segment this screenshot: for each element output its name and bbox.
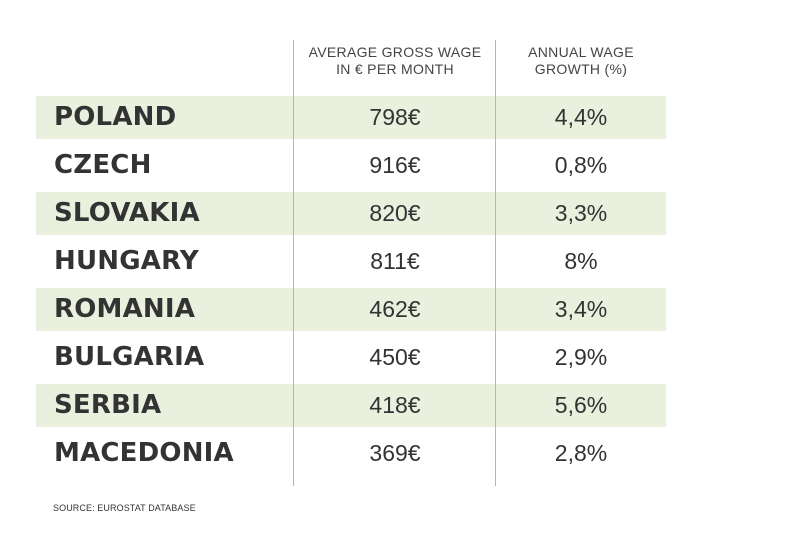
growth-value: 5,6%: [554, 392, 608, 418]
growth-value: 8%: [564, 248, 598, 274]
table-row: CZECH 916€ 0,8%: [36, 144, 666, 187]
table-row: ROMANIA 462€ 3,4%: [36, 288, 666, 331]
wage-value: 811€: [370, 248, 420, 274]
wage-value: 916€: [369, 152, 421, 178]
wage-value: 450€: [369, 344, 421, 370]
column-divider-1: [293, 40, 294, 486]
growth-value: 0,8%: [554, 152, 608, 178]
growth-value: 3,4%: [554, 296, 608, 322]
table-row: SERBIA 418€ 5,6%: [36, 384, 666, 427]
source-note: SOURCE: EUROSTAT DATABASE: [53, 503, 196, 513]
country-label: SERBIA: [54, 390, 162, 420]
wage-value: 462€: [369, 296, 421, 322]
wage-value: 820€: [369, 200, 421, 226]
header-annual-wage-growth: ANNUAL WAGE GROWTH (%): [496, 44, 666, 78]
growth-value: 2,9%: [554, 344, 608, 370]
header-average-gross-wage: AVERAGE GROSS WAGE IN € PER MONTH: [294, 44, 496, 78]
table-row: POLAND 798€ 4,4%: [36, 96, 666, 139]
table-row: BULGARIA 450€ 2,9%: [36, 336, 666, 379]
wage-value: 418€: [369, 392, 421, 418]
country-label: BULGARIA: [54, 342, 205, 372]
table-row: SLOVAKIA 820€ 3,3%: [36, 192, 666, 235]
country-label: CZECH: [54, 150, 152, 180]
column-divider-2: [495, 40, 496, 486]
header-growth-line-2: GROWTH (%): [534, 61, 628, 77]
wage-value: 369€: [369, 440, 421, 466]
growth-value: 4,4%: [554, 104, 608, 130]
table-body: POLAND 798€ 4,4% CZECH 916€ 0,8% SLOVAKIA 820€ 3…: [36, 96, 666, 480]
wage-value: 798€: [369, 104, 421, 130]
header-growth-line-1: ANNUAL WAGE: [528, 44, 634, 60]
country-label: MACEDONIA: [54, 438, 234, 468]
country-label: ROMANIA: [54, 294, 196, 324]
country-label: HUNGARY: [54, 246, 199, 276]
header-wage-line-2: IN € PER MONTH: [336, 61, 454, 77]
growth-value: 3,3%: [554, 200, 608, 226]
table-row: HUNGARY 811€ 8%: [36, 240, 666, 283]
growth-value: 2,8%: [554, 440, 608, 466]
table-row: MACEDONIA 369€ 2,8%: [36, 432, 666, 475]
column-headers: AVERAGE GROSS WAGE IN € PER MONTH ANNUAL…: [0, 44, 795, 88]
country-label: POLAND: [54, 102, 177, 132]
country-label: SLOVAKIA: [54, 198, 200, 228]
header-wage-line-1: AVERAGE GROSS WAGE: [308, 44, 482, 60]
